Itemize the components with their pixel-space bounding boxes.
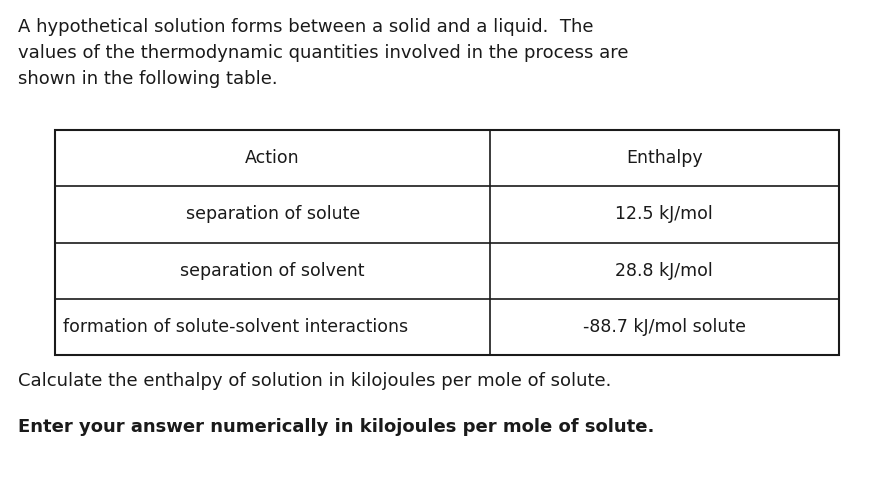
Text: separation of solvent: separation of solvent [181,262,365,280]
Text: Enthalpy: Enthalpy [626,149,703,167]
Text: 28.8 kJ/mol: 28.8 kJ/mol [615,262,713,280]
Text: -88.7 kJ/mol solute: -88.7 kJ/mol solute [583,318,746,336]
Text: Calculate the enthalpy of solution in kilojoules per mole of solute.: Calculate the enthalpy of solution in ki… [18,372,611,390]
Text: A hypothetical solution forms between a solid and a liquid.  The: A hypothetical solution forms between a … [18,18,594,36]
Text: shown in the following table.: shown in the following table. [18,70,278,88]
Text: Action: Action [245,149,300,167]
Text: separation of solute: separation of solute [186,205,359,223]
Bar [55,130,839,355]
Text: formation of solute-solvent interactions: formation of solute-solvent interactions [63,318,409,336]
Text: Enter your answer numerically in kilojoules per mole of solute.: Enter your answer numerically in kilojou… [18,418,654,436]
Text: 12.5 kJ/mol: 12.5 kJ/mol [615,205,713,223]
Text: values of the thermodynamic quantities involved in the process are: values of the thermodynamic quantities i… [18,44,628,62]
